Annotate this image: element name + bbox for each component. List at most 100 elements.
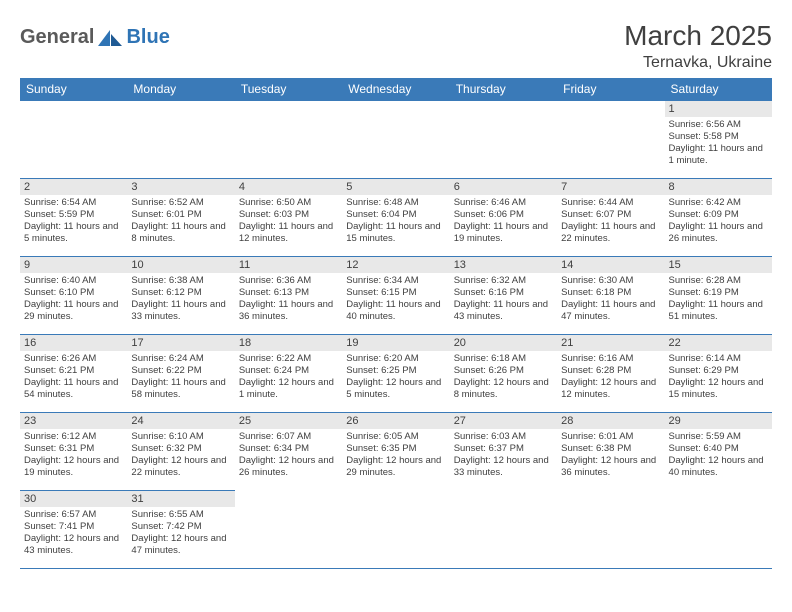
day-number: 16 <box>20 335 127 351</box>
sunrise-text: Sunrise: 6:34 AM <box>346 275 445 287</box>
day-number: 25 <box>235 413 342 429</box>
sunrise-text: Sunrise: 6:36 AM <box>239 275 338 287</box>
sunset-text: Sunset: 6:18 PM <box>561 287 660 299</box>
day-details: Sunrise: 6:56 AMSunset: 5:58 PMDaylight:… <box>665 117 772 171</box>
day-details: Sunrise: 5:59 AMSunset: 6:40 PMDaylight:… <box>665 429 772 483</box>
calendar-day-cell: 19Sunrise: 6:20 AMSunset: 6:25 PMDayligh… <box>342 335 449 413</box>
calendar-day-cell: 16Sunrise: 6:26 AMSunset: 6:21 PMDayligh… <box>20 335 127 413</box>
location: Ternavka, Ukraine <box>624 54 772 72</box>
sunset-text: Sunset: 6:13 PM <box>239 287 338 299</box>
day-number: 11 <box>235 257 342 273</box>
day-details: Sunrise: 6:57 AMSunset: 7:41 PMDaylight:… <box>20 507 127 561</box>
calendar-empty-cell <box>450 101 557 179</box>
calendar-day-cell: 13Sunrise: 6:32 AMSunset: 6:16 PMDayligh… <box>450 257 557 335</box>
day-number: 26 <box>342 413 449 429</box>
sunrise-text: Sunrise: 6:55 AM <box>131 509 230 521</box>
day-number: 30 <box>20 491 127 507</box>
calendar-table: SundayMondayTuesdayWednesdayThursdayFrid… <box>20 78 772 569</box>
day-details: Sunrise: 6:12 AMSunset: 6:31 PMDaylight:… <box>20 429 127 483</box>
daylight-text: Daylight: 12 hours and 36 minutes. <box>561 455 660 479</box>
calendar-empty-cell <box>557 491 664 569</box>
sunrise-text: Sunrise: 6:20 AM <box>346 353 445 365</box>
sunset-text: Sunset: 6:24 PM <box>239 365 338 377</box>
title-block: March 2025 Ternavka, Ukraine <box>624 20 772 72</box>
sunset-text: Sunset: 6:09 PM <box>669 209 768 221</box>
daylight-text: Daylight: 12 hours and 5 minutes. <box>346 377 445 401</box>
sunrise-text: Sunrise: 6:56 AM <box>669 119 768 131</box>
weekday-header: Thursday <box>450 78 557 101</box>
calendar-day-cell: 17Sunrise: 6:24 AMSunset: 6:22 PMDayligh… <box>127 335 234 413</box>
day-details: Sunrise: 6:34 AMSunset: 6:15 PMDaylight:… <box>342 273 449 327</box>
sunset-text: Sunset: 5:59 PM <box>24 209 123 221</box>
daylight-text: Daylight: 12 hours and 47 minutes. <box>131 533 230 557</box>
sunrise-text: Sunrise: 6:03 AM <box>454 431 553 443</box>
daylight-text: Daylight: 11 hours and 1 minute. <box>669 143 768 167</box>
sunrise-text: Sunrise: 6:57 AM <box>24 509 123 521</box>
day-number: 4 <box>235 179 342 195</box>
sunset-text: Sunset: 6:38 PM <box>561 443 660 455</box>
sunrise-text: Sunrise: 6:40 AM <box>24 275 123 287</box>
daylight-text: Daylight: 11 hours and 47 minutes. <box>561 299 660 323</box>
daylight-text: Daylight: 12 hours and 33 minutes. <box>454 455 553 479</box>
calendar-day-cell: 21Sunrise: 6:16 AMSunset: 6:28 PMDayligh… <box>557 335 664 413</box>
day-details: Sunrise: 6:28 AMSunset: 6:19 PMDaylight:… <box>665 273 772 327</box>
day-number: 13 <box>450 257 557 273</box>
daylight-text: Daylight: 11 hours and 12 minutes. <box>239 221 338 245</box>
day-number: 14 <box>557 257 664 273</box>
daylight-text: Daylight: 12 hours and 8 minutes. <box>454 377 553 401</box>
day-number: 31 <box>127 491 234 507</box>
daylight-text: Daylight: 12 hours and 43 minutes. <box>24 533 123 557</box>
logo-sail-icon <box>96 28 124 48</box>
day-number: 7 <box>557 179 664 195</box>
daylight-text: Daylight: 11 hours and 33 minutes. <box>131 299 230 323</box>
calendar-day-cell: 25Sunrise: 6:07 AMSunset: 6:34 PMDayligh… <box>235 413 342 491</box>
day-number: 1 <box>665 101 772 117</box>
calendar-page: General Blue March 2025 Ternavka, Ukrain… <box>0 0 792 569</box>
day-details: Sunrise: 6:20 AMSunset: 6:25 PMDaylight:… <box>342 351 449 405</box>
calendar-day-cell: 29Sunrise: 5:59 AMSunset: 6:40 PMDayligh… <box>665 413 772 491</box>
day-number: 12 <box>342 257 449 273</box>
calendar-week-row: 2Sunrise: 6:54 AMSunset: 5:59 PMDaylight… <box>20 179 772 257</box>
header: General Blue March 2025 Ternavka, Ukrain… <box>20 20 772 72</box>
daylight-text: Daylight: 11 hours and 54 minutes. <box>24 377 123 401</box>
calendar-week-row: 30Sunrise: 6:57 AMSunset: 7:41 PMDayligh… <box>20 491 772 569</box>
day-details: Sunrise: 6:10 AMSunset: 6:32 PMDaylight:… <box>127 429 234 483</box>
month-title: March 2025 <box>624 20 772 52</box>
daylight-text: Daylight: 11 hours and 29 minutes. <box>24 299 123 323</box>
sunset-text: Sunset: 6:07 PM <box>561 209 660 221</box>
logo-text-blue: Blue <box>126 26 169 49</box>
day-details: Sunrise: 6:14 AMSunset: 6:29 PMDaylight:… <box>665 351 772 405</box>
calendar-day-cell: 28Sunrise: 6:01 AMSunset: 6:38 PMDayligh… <box>557 413 664 491</box>
calendar-empty-cell <box>235 101 342 179</box>
sunrise-text: Sunrise: 6:12 AM <box>24 431 123 443</box>
day-details: Sunrise: 6:54 AMSunset: 5:59 PMDaylight:… <box>20 195 127 249</box>
sunset-text: Sunset: 6:26 PM <box>454 365 553 377</box>
daylight-text: Daylight: 11 hours and 19 minutes. <box>454 221 553 245</box>
day-details: Sunrise: 6:30 AMSunset: 6:18 PMDaylight:… <box>557 273 664 327</box>
calendar-day-cell: 22Sunrise: 6:14 AMSunset: 6:29 PMDayligh… <box>665 335 772 413</box>
day-details: Sunrise: 6:32 AMSunset: 6:16 PMDaylight:… <box>450 273 557 327</box>
sunrise-text: Sunrise: 6:48 AM <box>346 197 445 209</box>
calendar-day-cell: 4Sunrise: 6:50 AMSunset: 6:03 PMDaylight… <box>235 179 342 257</box>
day-number: 19 <box>342 335 449 351</box>
day-number: 8 <box>665 179 772 195</box>
sunset-text: Sunset: 6:16 PM <box>454 287 553 299</box>
calendar-day-cell: 20Sunrise: 6:18 AMSunset: 6:26 PMDayligh… <box>450 335 557 413</box>
day-details: Sunrise: 6:40 AMSunset: 6:10 PMDaylight:… <box>20 273 127 327</box>
sunrise-text: Sunrise: 5:59 AM <box>669 431 768 443</box>
calendar-day-cell: 5Sunrise: 6:48 AMSunset: 6:04 PMDaylight… <box>342 179 449 257</box>
sunrise-text: Sunrise: 6:05 AM <box>346 431 445 443</box>
sunrise-text: Sunrise: 6:22 AM <box>239 353 338 365</box>
weekday-header: Wednesday <box>342 78 449 101</box>
calendar-empty-cell <box>342 491 449 569</box>
sunrise-text: Sunrise: 6:32 AM <box>454 275 553 287</box>
calendar-empty-cell <box>557 101 664 179</box>
day-details: Sunrise: 6:24 AMSunset: 6:22 PMDaylight:… <box>127 351 234 405</box>
sunset-text: Sunset: 6:10 PM <box>24 287 123 299</box>
day-details: Sunrise: 6:52 AMSunset: 6:01 PMDaylight:… <box>127 195 234 249</box>
calendar-empty-cell <box>235 491 342 569</box>
sunset-text: Sunset: 6:31 PM <box>24 443 123 455</box>
day-number: 21 <box>557 335 664 351</box>
calendar-day-cell: 1Sunrise: 6:56 AMSunset: 5:58 PMDaylight… <box>665 101 772 179</box>
sunset-text: Sunset: 6:19 PM <box>669 287 768 299</box>
